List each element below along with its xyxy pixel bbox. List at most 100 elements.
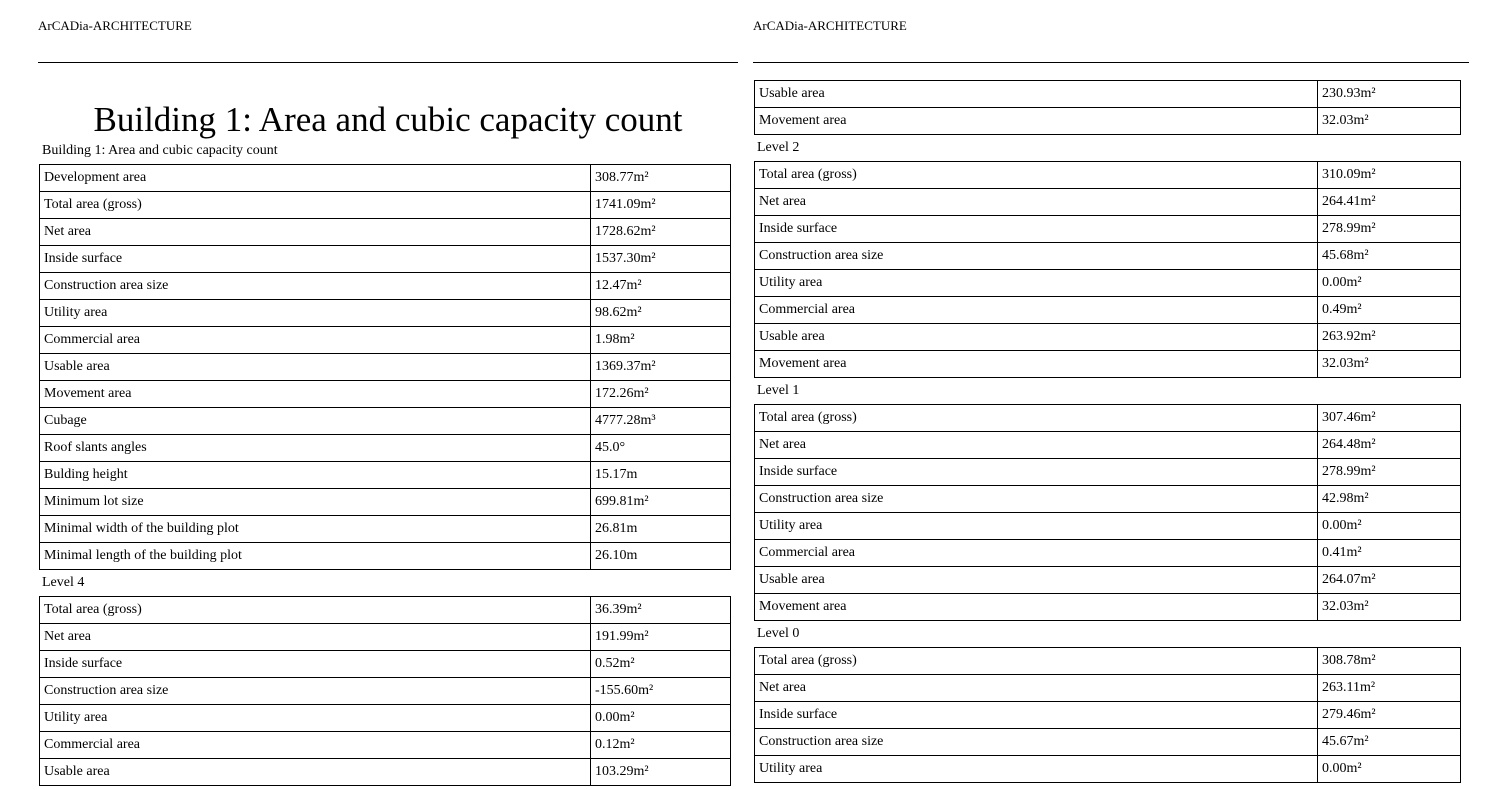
row-value: 172.26m² [590,380,731,408]
row-label: Commercial area [39,326,591,354]
row-value: 1369.37m² [590,353,731,381]
row-value: 699.81m² [590,488,731,516]
table-row: Usable area 263.92m² [754,323,1461,351]
row-value: 12.47m² [590,272,731,300]
row-label: Total area (gross) [754,647,1318,675]
table-row: Commercial area 0.41m² [754,539,1461,567]
table-row: Minimal width of the building plot 26.81m [39,515,731,543]
table-row: Inside surface 0.52m² [39,650,731,678]
table-row: Utility area 0.00m² [754,755,1461,783]
row-value: 26.10m [590,542,731,570]
row-value: 0.52m² [590,650,731,678]
row-label: Utility area [754,269,1318,297]
table-row: Utility area 0.00m² [754,269,1461,297]
row-label: Usable area [39,758,591,786]
page-header: ArCADia-ARCHITECTURE [753,18,907,33]
row-label: Commercial area [39,731,591,759]
row-label: Usable area [754,323,1318,351]
table-row: Inside surface 1537.30m² [39,245,731,273]
row-label: Movement area [754,593,1318,621]
row-label: Inside surface [39,245,591,273]
row-label: Construction area size [754,728,1318,756]
row-value: 264.41m² [1317,188,1461,216]
row-value: 307.46m² [1317,404,1461,432]
header-divider [753,62,1469,63]
row-value: 1537.30m² [590,245,731,273]
page-content: Building 1: Area and cubic capacity coun… [38,100,738,786]
row-label: Construction area size [39,677,591,705]
continued-table: Usable area 230.93m² Movement area 32.03m² [754,80,1461,135]
page-content: Usable area 230.93m² Movement area 32.03m² L… [753,80,1469,783]
level-heading: Level 0 [757,626,800,641]
level-table: Total area (gross) 310.09m² Net area 264.41… [754,161,1461,378]
table-row: Movement area 172.26m² [39,380,731,408]
row-label: Utility area [39,299,591,327]
table-row: Roof slants angles 45.0° [39,434,731,462]
table-row: Inside surface 278.99m² [754,215,1461,243]
row-value: 191.99m² [590,623,731,651]
table-row: Usable area 264.07m² [754,566,1461,594]
row-label: Net area [754,674,1318,702]
table-row: Commercial area 1.98m² [39,326,731,354]
row-label: Total area (gross) [39,191,591,219]
row-value: 103.29m² [590,758,731,786]
row-value: 45.0° [590,434,731,462]
row-label: Commercial area [754,539,1318,567]
level-table: Total area (gross) 307.46m² Net area 264.48… [754,404,1461,621]
row-label: Development area [39,164,591,192]
row-label: Total area (gross) [754,404,1318,432]
row-label: Usable area [39,353,591,381]
table-row: Total area (gross) 310.09m² [754,161,1461,189]
row-value: 0.00m² [1317,755,1461,783]
row-value: 15.17m [590,461,731,489]
row-value: 45.67m² [1317,728,1461,756]
table-row: Minimal length of the building plot 26.10… [39,542,731,570]
table-row: Bulding height 15.17m [39,461,731,489]
row-label: Inside surface [754,701,1318,729]
table-row: Minimum lot size 699.81m² [39,488,731,516]
row-label: Utility area [754,755,1318,783]
row-value: 1.98m² [590,326,731,354]
row-value: 0.00m² [1317,512,1461,540]
table-row: Total area (gross) 308.78m² [754,647,1461,675]
page-title: Building 1: Area and cubic capacity coun… [93,100,683,139]
table-row: Inside surface 278.99m² [754,458,1461,486]
row-label: Minimum lot size [39,488,591,516]
row-value: 0.00m² [590,704,731,732]
row-label: Construction area size [754,242,1318,270]
table-row: Commercial area 0.12m² [39,731,731,759]
row-value: 308.77m² [590,164,731,192]
row-label: Utility area [39,704,591,732]
row-value: 98.62m² [590,299,731,327]
level-heading: Level 4 [42,575,85,590]
row-value: 278.99m² [1317,215,1461,243]
table-caption: Building 1: Area and cubic capacity coun… [42,143,278,158]
row-value: 42.98m² [1317,485,1461,513]
row-label: Usable area [754,80,1318,108]
row-label: Movement area [39,380,591,408]
row-value: 45.68m² [1317,242,1461,270]
table-row: Total area (gross) 307.46m² [754,404,1461,432]
level-table: Total area (gross) 308.78m² Net area 263.11… [754,647,1461,783]
table-row: Commercial area 0.49m² [754,296,1461,324]
row-value: 230.93m² [1317,80,1461,108]
row-value: 0.00m² [1317,269,1461,297]
row-label: Net area [39,623,591,651]
table-row: Utility area 0.00m² [39,704,731,732]
row-value: 4777.28m³ [590,407,731,435]
row-value: 0.41m² [1317,539,1461,567]
table-row: Usable area 230.93m² [754,80,1461,108]
row-label: Net area [39,218,591,246]
table-row: Net area 264.48m² [754,431,1461,459]
row-value: 310.09m² [1317,161,1461,189]
table-row: Construction area size 12.47m² [39,272,731,300]
row-value: 32.03m² [1317,107,1461,135]
row-label: Movement area [754,350,1318,378]
row-label: Usable area [754,566,1318,594]
table-row: Movement area 32.03m² [754,107,1461,135]
header-divider [38,62,738,63]
row-label: Inside surface [754,458,1318,486]
row-value: 0.12m² [590,731,731,759]
row-label: Cubage [39,407,591,435]
page-right: ArCADia-ARCHITECTURE Usable area 230.93m²… [753,0,1469,790]
